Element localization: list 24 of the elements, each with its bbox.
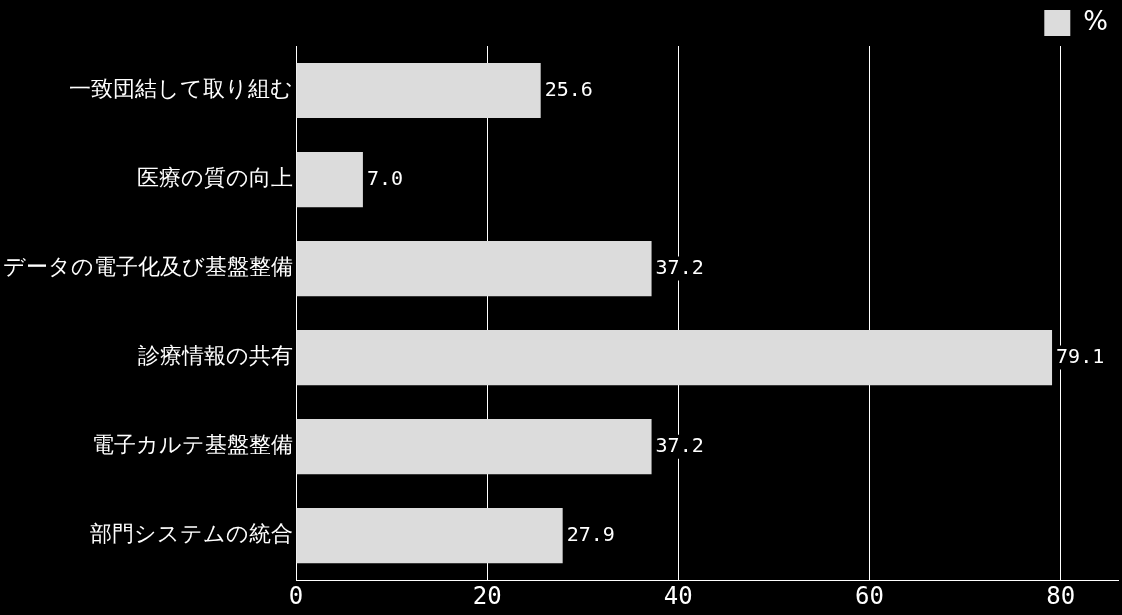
y-tick-label: 医療の質の向上 [137, 165, 293, 191]
bar [296, 419, 652, 475]
data-label: 37.2 [655, 432, 704, 457]
legend-label: % [1083, 5, 1109, 36]
data-label: 79.1 [1056, 343, 1105, 368]
bar [296, 151, 363, 208]
y-tick-label: 部門システムの統合 [90, 521, 293, 547]
y-tick-label: 一致団結して取り組む [69, 76, 293, 102]
bar [296, 330, 1053, 386]
bar [296, 240, 652, 297]
x-tick-label: 40 [663, 581, 693, 610]
y-tick-label: データの電子化及び基盤整備 [3, 254, 293, 280]
data-label: 37.2 [655, 254, 704, 279]
x-tick-label: 20 [472, 581, 502, 610]
x-tick-label: 0 [288, 581, 304, 610]
x-tick-label: 60 [855, 581, 884, 610]
bar [296, 508, 563, 564]
bar [296, 62, 541, 119]
data-label: 27.9 [566, 521, 615, 546]
data-label: 25.6 [544, 76, 593, 101]
y-tick-label: 診療情報の共有 [138, 343, 293, 369]
y-tick-label: 電子カルテ基盤整備 [92, 432, 293, 458]
data-label: 7.0 [366, 165, 404, 190]
x-tick-label: 80 [1046, 581, 1076, 610]
